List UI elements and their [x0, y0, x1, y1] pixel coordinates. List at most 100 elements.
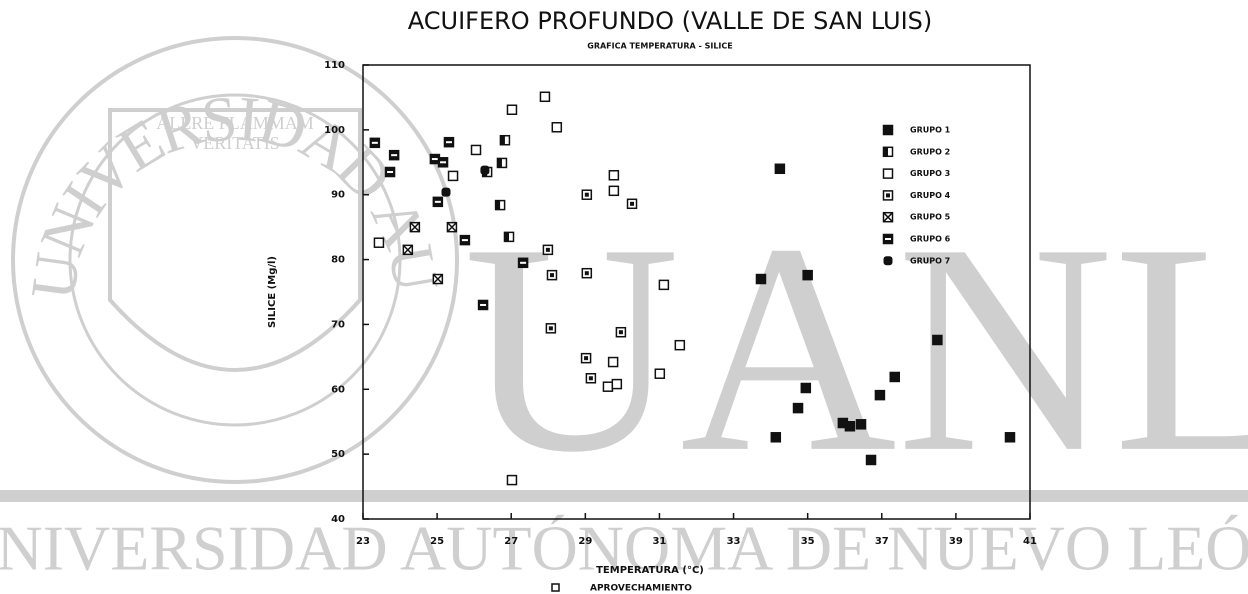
legend-marker [883, 256, 893, 266]
point-shape [506, 474, 518, 486]
note: APROVECHAMIENTO [590, 584, 692, 594]
point-shape [792, 402, 804, 414]
point-shape [844, 421, 856, 432]
point-shape [480, 303, 487, 306]
point-shape [855, 419, 867, 430]
legend-marker [882, 146, 894, 158]
point-shape [432, 273, 443, 285]
x-tick-label: 23 [356, 536, 370, 547]
legend-marker [882, 124, 894, 136]
x-tick-label: 35 [801, 536, 815, 547]
y-axis-label: SILICE (Mg/l) [267, 256, 278, 328]
point-shape [802, 269, 813, 281]
point [658, 279, 670, 291]
point-shape [658, 279, 670, 291]
point [654, 368, 666, 379]
point-shape [674, 339, 686, 351]
y-tick-label: 50 [331, 449, 345, 460]
point [384, 166, 396, 178]
point-shape [445, 141, 452, 144]
x-tick-label: 31 [652, 536, 666, 547]
point [674, 339, 686, 351]
legend-label: GRUPO 2 [910, 147, 950, 156]
point-shape [882, 168, 894, 179]
point-shape [520, 261, 527, 264]
point [437, 157, 449, 168]
point-shape [500, 135, 505, 145]
point-shape [506, 104, 518, 116]
point-shape [409, 222, 420, 233]
point [388, 149, 400, 161]
point [800, 382, 812, 394]
point-shape [495, 200, 501, 210]
point [585, 373, 597, 384]
point-shape [545, 247, 550, 252]
point-shape [882, 212, 894, 223]
point [611, 378, 623, 390]
point-shape [774, 163, 786, 175]
point [443, 136, 455, 148]
point [373, 237, 385, 248]
point [755, 273, 767, 285]
point-shape [618, 330, 623, 335]
note-marker [551, 583, 560, 592]
point-shape [932, 334, 943, 346]
university-name: UNIVERSIDAD AUTÓNOMA DE NUEVO LEÓN [0, 513, 1248, 584]
point [602, 381, 614, 392]
point [626, 198, 638, 210]
point [844, 421, 856, 432]
point [494, 199, 506, 211]
point [480, 165, 490, 175]
point-shape [770, 432, 782, 443]
point [932, 334, 943, 346]
point-shape [539, 91, 551, 103]
point-shape [608, 185, 620, 197]
chart-title: ACUIFERO PROFUNDO (VALLE DE SAN LUIS) [408, 7, 933, 35]
point-shape [611, 378, 623, 390]
point-shape [548, 326, 553, 331]
point [608, 170, 620, 181]
point [545, 323, 557, 334]
point [1004, 432, 1016, 443]
point-shape [874, 389, 886, 401]
point [402, 244, 414, 256]
point-shape [371, 141, 378, 144]
point [477, 299, 489, 311]
point [874, 389, 886, 401]
point-shape [588, 376, 593, 381]
point [608, 185, 620, 197]
point [551, 122, 563, 133]
y-tick-label: 100 [324, 125, 345, 136]
point [459, 234, 471, 246]
point-shape [883, 256, 893, 266]
point-shape [865, 454, 877, 466]
point-shape [584, 356, 589, 361]
point [496, 157, 508, 169]
point [615, 326, 627, 338]
point-shape [549, 273, 554, 278]
point-shape [551, 122, 563, 133]
point [503, 231, 515, 243]
seal-ring [68, 93, 402, 427]
point [447, 170, 459, 182]
point-shape [434, 200, 441, 203]
legend-label: GRUPO 7 [910, 256, 950, 265]
point [432, 273, 444, 285]
point [499, 134, 511, 146]
point [802, 269, 813, 281]
shield [108, 108, 362, 372]
point [517, 257, 529, 269]
x-tick-label: 37 [875, 536, 889, 547]
seal-ring [11, 36, 459, 484]
point-shape [755, 273, 767, 285]
point-shape [504, 232, 509, 242]
point-shape [607, 356, 619, 368]
rule [0, 490, 1248, 502]
point-shape [584, 192, 589, 197]
point [432, 196, 444, 208]
legend-label: GRUPO 4 [910, 191, 951, 200]
point-shape [441, 187, 451, 197]
point [441, 187, 451, 197]
point-shape [373, 237, 385, 248]
legend-marker [882, 190, 894, 201]
